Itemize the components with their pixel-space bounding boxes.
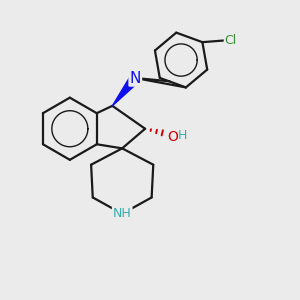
Text: N: N [130,70,141,86]
Text: O: O [167,130,178,144]
Text: NH: NH [113,207,132,220]
Polygon shape [112,75,139,106]
Text: Cl: Cl [225,34,237,47]
Text: H: H [177,129,187,142]
